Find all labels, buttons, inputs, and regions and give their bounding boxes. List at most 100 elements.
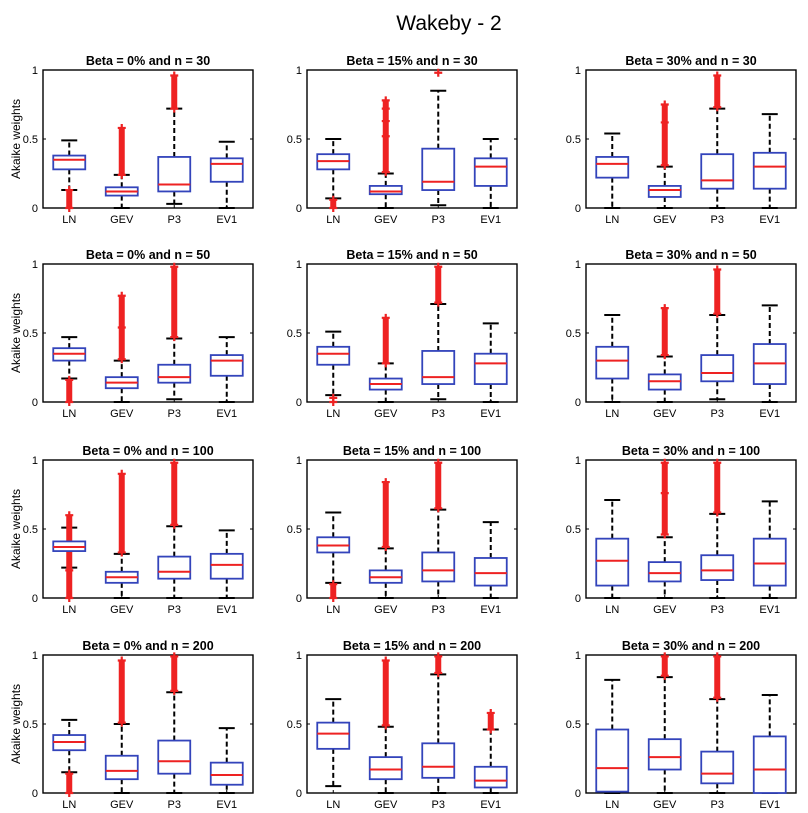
- panel-10-ln-box: [316, 721, 351, 750]
- panel-7-ln-xtick-label: LN: [326, 604, 340, 616]
- panel-4-gev-outlier-0: [381, 359, 390, 368]
- panel-6-ln-outlier-1: [65, 566, 74, 575]
- panel-0-ytick-label: 0.5: [23, 134, 38, 146]
- panel-0-gev-outlier-0: [117, 170, 126, 179]
- panel-10-ev1-outlier-0: [486, 725, 495, 734]
- panel-5-p3-box: [700, 354, 735, 383]
- panel-5-p3-outlier-0: [713, 309, 722, 318]
- panel-10-p3-outlier-cluster: [435, 656, 442, 673]
- panel-5-p3-xtick-label: P3: [711, 408, 724, 420]
- panel-5-p3-outlier-1: [713, 265, 722, 274]
- panel-9-gev-outlier-1: [117, 656, 126, 665]
- panel-10-p3-outlier-1: [434, 652, 443, 661]
- panel-8-gev-outlier-2: [660, 458, 669, 467]
- panel-0-p3-box: [157, 156, 192, 193]
- panel-7-ev1-xtick-label: EV1: [480, 604, 501, 616]
- panel-6-gev-outlier-cluster: [118, 473, 125, 553]
- panel-6-title: Beta = 0% and n = 100: [82, 444, 213, 458]
- panel-5-ev1-xtick-label: EV1: [759, 408, 780, 420]
- panel-2-ytick-label: 1: [575, 65, 581, 77]
- panel-8-p3-box: [700, 554, 735, 581]
- panel-2-ev1-xtick-label: EV1: [759, 214, 780, 226]
- panel-0-ev1-box: [209, 157, 244, 183]
- panel-2-gev-outlier-2: [660, 100, 669, 109]
- panel-1-ln-outlier-1: [329, 195, 338, 204]
- panel-8-gev-xtick-label: GEV: [653, 604, 677, 616]
- panel-9-gev-outlier-0: [117, 718, 126, 727]
- panel-10-gev-outlier-1: [381, 656, 390, 665]
- panel-9-gev-box: [104, 754, 139, 781]
- panel-9-ln-xtick-label: LN: [62, 799, 76, 808]
- panel-10-ytick-label: 0: [296, 788, 302, 800]
- panel-7-gev-outlier-1: [381, 478, 390, 487]
- panel-6-p3-box: [157, 555, 192, 580]
- panel-6-ytick-label: 0.5: [23, 524, 38, 536]
- figure-title: Wakeby - 2: [396, 12, 501, 35]
- panel-7-ytick-label: 0.5: [287, 524, 302, 536]
- panel-9-ev1-box: [209, 761, 244, 786]
- panel-3-p3-box: [157, 363, 192, 384]
- panel-11-p3-outlier-0: [713, 693, 722, 702]
- panel-1-title: Beta = 15% and n = 30: [346, 54, 477, 68]
- panel-1-ev1-xtick-label: EV1: [480, 214, 501, 226]
- panel-9-ytick-label: 0.5: [23, 719, 38, 731]
- panel-7-ytick-label: 0: [296, 593, 302, 605]
- panel-1-ytick-label: 0.5: [287, 134, 302, 146]
- panel-2-gev-outlier-1: [660, 118, 669, 127]
- panel-11-ytick-label: 1: [575, 650, 581, 662]
- panel-8-gev-box: [647, 561, 682, 583]
- panel-0-gev-outlier-1: [117, 123, 126, 132]
- panel-9-p3-xtick-label: P3: [168, 799, 181, 808]
- ylabel-3: Akaike weights: [9, 684, 23, 764]
- panel-0-p3-outlier-cluster: [171, 75, 178, 109]
- panel-4-ln-xtick-label: LN: [326, 408, 340, 420]
- panel-10-ytick-label: 1: [296, 650, 302, 662]
- panel-7-p3-box: [421, 551, 456, 583]
- panel-5-p3-outlier-cluster: [714, 269, 721, 314]
- panel-1-p3-outlier-0: [434, 68, 443, 77]
- panel-11-p3-outlier-cluster: [714, 656, 721, 698]
- panel-8-gev-outlier-0: [660, 530, 669, 539]
- panel-8-ev1-xtick-label: EV1: [759, 604, 780, 616]
- panel-0-p3-outlier-1: [170, 71, 179, 80]
- panel-1-gev-outlier-3: [381, 104, 390, 113]
- panel-11-ln-box: [595, 728, 630, 793]
- panel-4-gev-xtick-label: GEV: [374, 408, 398, 420]
- panel-8-ln-box: [595, 537, 630, 587]
- panel-10-p3-outlier-0: [434, 668, 443, 677]
- panel-5-gev-xtick-label: GEV: [653, 408, 677, 420]
- panel-8-title: Beta = 30% and n = 100: [622, 444, 760, 458]
- panel-6-ln-xtick-label: LN: [62, 604, 76, 616]
- panel-10-p3-xtick-label: P3: [432, 799, 445, 808]
- panel-3-p3-outlier-1: [170, 262, 179, 271]
- panel-2-p3-box: [700, 153, 735, 190]
- panel-0-p3-xtick-label: P3: [168, 214, 181, 226]
- panel-6-p3-outlier-cluster: [171, 462, 178, 525]
- panel-1-ln-outlier-0: [329, 204, 338, 212]
- panel-3-ln-outlier-cluster: [66, 379, 73, 402]
- panel-6-gev-outlier-0: [117, 548, 126, 557]
- panel-1-gev-outlier-2: [381, 117, 390, 126]
- panel-11-ytick-label: 0.5: [566, 719, 581, 731]
- panel-4-ev1-box: [473, 352, 508, 385]
- panel-3-ln-outlier-1: [65, 375, 74, 384]
- panel-9-ln-outlier-0: [65, 789, 74, 797]
- panel-10-ev1-outlier-1: [486, 708, 495, 717]
- panel-6-ev1-xtick-label: EV1: [216, 604, 237, 616]
- panel-1-p3-xtick-label: P3: [432, 214, 445, 226]
- panel-3-gev-outlier-1: [117, 323, 126, 332]
- panel-11-gev-outlier-cluster: [661, 656, 668, 676]
- panel-1-p3-box: [421, 147, 456, 191]
- panel-3-axes: [42, 263, 254, 403]
- panel-7-ev1-box: [473, 557, 508, 587]
- panel-3-gev-outlier-0: [117, 355, 126, 364]
- panel-1-gev-xtick-label: GEV: [374, 214, 398, 226]
- ylabel-2: Akaike weights: [9, 489, 23, 569]
- panel-1-ev1-box: [473, 157, 508, 187]
- panel-2-p3-outlier-0: [713, 103, 722, 112]
- panel-6-p3-xtick-label: P3: [168, 604, 181, 616]
- panel-3-ev1-xtick-label: EV1: [216, 408, 237, 420]
- panel-8-gev-outlier-1: [660, 489, 669, 498]
- panel-8-p3-outlier-1: [713, 458, 722, 467]
